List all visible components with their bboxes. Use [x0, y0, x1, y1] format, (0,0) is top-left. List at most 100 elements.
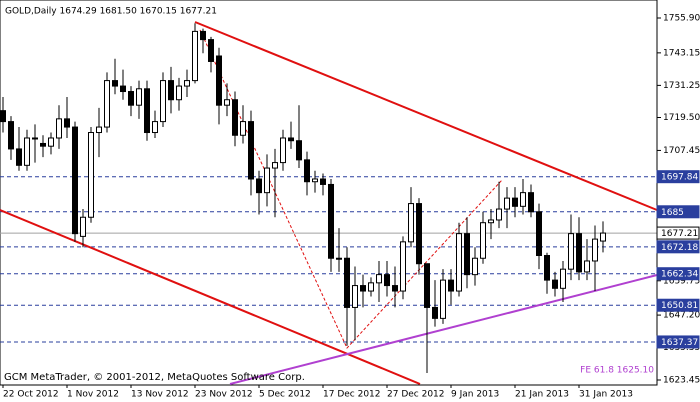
candle-body: [136, 88, 142, 106]
chart-title: GOLD,Daily 1674.29 1681.50 1670.15 1677.…: [5, 7, 217, 17]
candle-body: [408, 203, 414, 243]
candle-body: [224, 99, 230, 106]
candle-body: [600, 232, 606, 242]
level-tag: [656, 240, 700, 254]
y-tick-label: 1659.75: [663, 276, 700, 286]
candle-body: [440, 279, 446, 319]
candle-body: [512, 197, 518, 207]
level-tag: [656, 335, 700, 349]
level-tag: [656, 170, 700, 184]
candle-body: [560, 268, 566, 289]
trend-line: [0, 209, 421, 385]
candle-body: [456, 233, 462, 292]
candle-body: [488, 219, 494, 224]
candle-body: [400, 241, 406, 292]
candle-body: [472, 257, 478, 276]
y-tick-label: 1707.45: [663, 146, 700, 156]
level-label: 1697.84: [661, 173, 698, 183]
candle-body: [368, 282, 374, 292]
candle-body: [200, 30, 206, 41]
x-tick-label: 27 Dec 2012: [387, 390, 445, 400]
x-tick-label: 1 Nov 2012: [67, 390, 119, 400]
candle-body: [320, 178, 326, 185]
candle-body: [104, 80, 110, 128]
level-label: 1672.18: [661, 243, 698, 253]
x-tick-label: 22 Oct 2012: [3, 390, 59, 400]
candle-body: [424, 263, 430, 308]
x-tick-label: 9 Jan 2013: [451, 390, 499, 400]
level-tag: [656, 205, 700, 219]
trend-line: [194, 21, 658, 211]
candle-body: [232, 99, 238, 136]
x-tick-label: 23 Nov 2012: [195, 390, 253, 400]
candle-body: [536, 211, 542, 257]
candle-body: [336, 257, 342, 260]
candle-body: [72, 126, 78, 235]
y-tick-label: 1719.50: [663, 113, 700, 123]
candle-body: [464, 233, 470, 276]
footer: GCM MetaTrader, © 2001-2012, MetaQuotes …: [4, 372, 305, 383]
candle-body: [496, 208, 502, 221]
candle-body: [344, 257, 350, 308]
y-tick-label: 1647.20: [663, 311, 700, 321]
x-tick-label: 31 Jan 2013: [579, 390, 633, 400]
candle-body: [552, 279, 558, 289]
x-tick-label: 21 Jan 2013: [515, 390, 569, 400]
level-label: 1650.81: [661, 301, 698, 311]
candle-body: [304, 159, 310, 183]
fibo-expansion-line: [229, 274, 658, 385]
candle-body: [264, 167, 270, 194]
candle-body: [568, 233, 574, 270]
candle-body: [480, 222, 486, 259]
candle-body: [160, 80, 166, 123]
annotation: FE 61.8 1625.10: [580, 366, 654, 376]
candle-body: [416, 203, 422, 265]
candle-body: [176, 85, 182, 101]
candle-body: [112, 80, 118, 87]
candle-body: [376, 274, 382, 284]
level-label: 1685: [661, 208, 684, 218]
candle-body: [544, 255, 550, 281]
candle-body: [64, 118, 70, 128]
candle-body: [272, 162, 278, 169]
candle-body: [0, 110, 6, 123]
level-tag: [656, 267, 700, 281]
candle-body: [80, 216, 86, 237]
candle-body: [352, 285, 358, 308]
candle-body: [144, 88, 150, 134]
candle-body: [592, 238, 598, 262]
candle-body: [576, 233, 582, 273]
candle-body: [152, 121, 158, 134]
candle-body: [192, 30, 198, 82]
candle-body: [40, 142, 46, 147]
candle-body: [528, 192, 534, 213]
candle-body: [504, 197, 510, 210]
candle-body: [312, 178, 318, 183]
candle-body: [256, 178, 262, 194]
candle-body: [240, 121, 246, 136]
candle-body: [56, 118, 62, 139]
level-label: 1662.34: [661, 270, 698, 280]
candle-body: [432, 306, 438, 319]
level-label: 1677.21: [661, 229, 698, 239]
candle-body: [520, 192, 526, 207]
y-tick-label: 1743.15: [663, 48, 700, 58]
x-tick-label: 13 Nov 2012: [131, 390, 189, 400]
candle-body: [16, 148, 22, 166]
y-tick-label: 1755.90: [663, 14, 700, 24]
candle-body: [168, 80, 174, 101]
candle-body: [216, 55, 222, 106]
candle-body: [184, 80, 190, 87]
candle-body: [584, 260, 590, 273]
candle-body: [32, 137, 38, 140]
candle-body: [296, 140, 302, 161]
level-tag: [656, 298, 700, 312]
candle-body: [392, 285, 398, 292]
candle-body: [48, 137, 54, 147]
level-label: 1637.37: [661, 338, 698, 348]
candle-body: [384, 274, 390, 287]
candle-body: [128, 91, 134, 106]
candle-body: [248, 121, 254, 180]
candle-body: [24, 137, 30, 166]
candle-body: [448, 279, 454, 292]
